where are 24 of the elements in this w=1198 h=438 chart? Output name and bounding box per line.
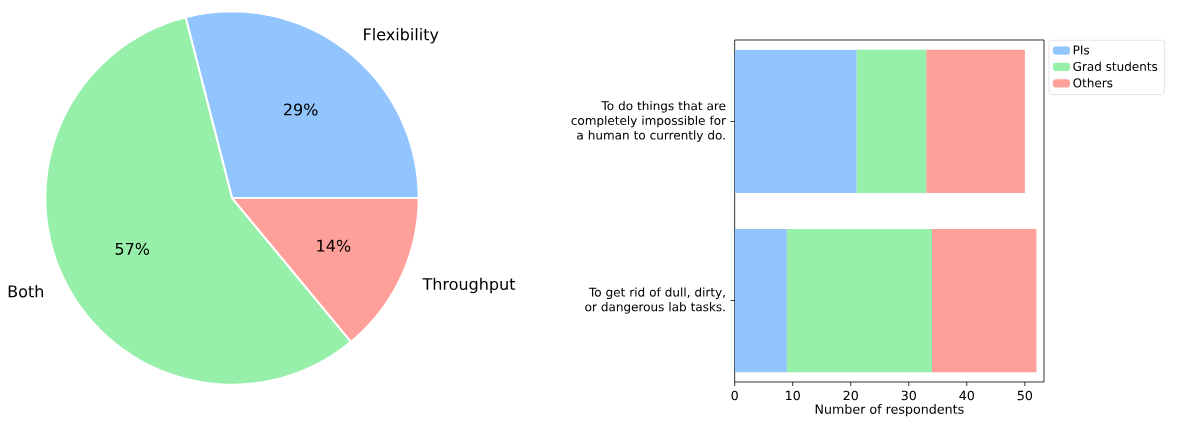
bar xyxy=(856,49,927,194)
legend-label: PIs xyxy=(1073,45,1090,55)
x-tick-label: 0 xyxy=(731,390,738,401)
slice-label: Flexibility xyxy=(364,28,439,44)
data-label: 57% xyxy=(115,242,150,255)
x-tick-label: 20 xyxy=(843,390,858,401)
bar xyxy=(931,228,1037,373)
x-tick-label: 10 xyxy=(786,390,800,401)
data-label: 29% xyxy=(284,103,318,116)
legend-label: Others xyxy=(1073,78,1113,88)
bar xyxy=(786,228,932,373)
bar xyxy=(734,228,787,373)
x-tick-label: 30 xyxy=(901,390,916,401)
x-tick-label: 40 xyxy=(959,390,975,401)
slice-label: Both xyxy=(8,285,43,298)
data-label: 14% xyxy=(317,239,351,252)
y-tick-label: To get rid of dull, dirty, or dangerous lab tasks. xyxy=(585,287,725,314)
y-tick-label: To do things that are completely impossible for a human to currently do. xyxy=(571,100,726,142)
legend-label: Grad students xyxy=(1073,61,1158,71)
bar xyxy=(926,49,1025,194)
x-axis-title: Number of respondents xyxy=(815,404,964,417)
x-tick-label: 50 xyxy=(1017,390,1033,401)
slice-label: Throughput xyxy=(422,277,516,294)
bar xyxy=(734,49,857,194)
